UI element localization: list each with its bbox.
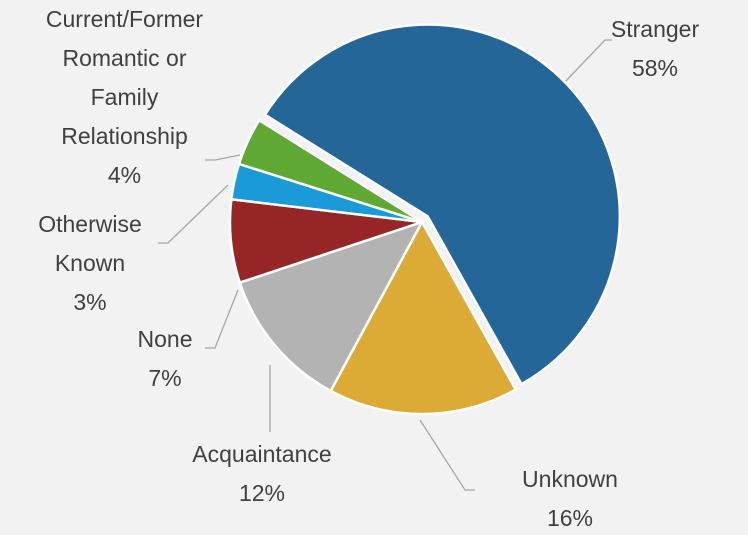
value-label: 12% [238, 480, 286, 506]
pie-slice [238, 219, 425, 393]
leader-line [561, 39, 612, 86]
slice-label: Unknown 16% [500, 460, 640, 535]
leader-line [419, 419, 475, 491]
slice-label: Otherwise Known 3% [20, 205, 160, 322]
category-label: Acquaintance [192, 441, 332, 467]
value-label: 3% [73, 289, 107, 315]
value-label: 16% [546, 505, 594, 531]
category-label: Current/Former Romantic or Family Relati… [45, 6, 204, 149]
pie-slice [328, 219, 518, 416]
value-label: 7% [148, 365, 182, 391]
leader-line [205, 154, 241, 161]
pie-slice [263, 23, 622, 386]
value-label: 58% [631, 55, 679, 81]
slice-label: Stranger 58% [600, 10, 710, 88]
slice-label: Acquaintance 12% [162, 435, 362, 513]
category-label: None [137, 326, 193, 352]
pie-slice [237, 118, 423, 224]
category-label: Unknown [522, 466, 618, 492]
slice-label: Current/Former Romantic or Family Relati… [37, 0, 212, 195]
value-label: 4% [107, 162, 142, 188]
category-label: Stranger [610, 16, 700, 42]
category-label: Otherwise Known [38, 211, 142, 276]
slice-label: None 7% [115, 320, 215, 398]
leader-line [158, 184, 229, 244]
leader-line [205, 289, 239, 349]
